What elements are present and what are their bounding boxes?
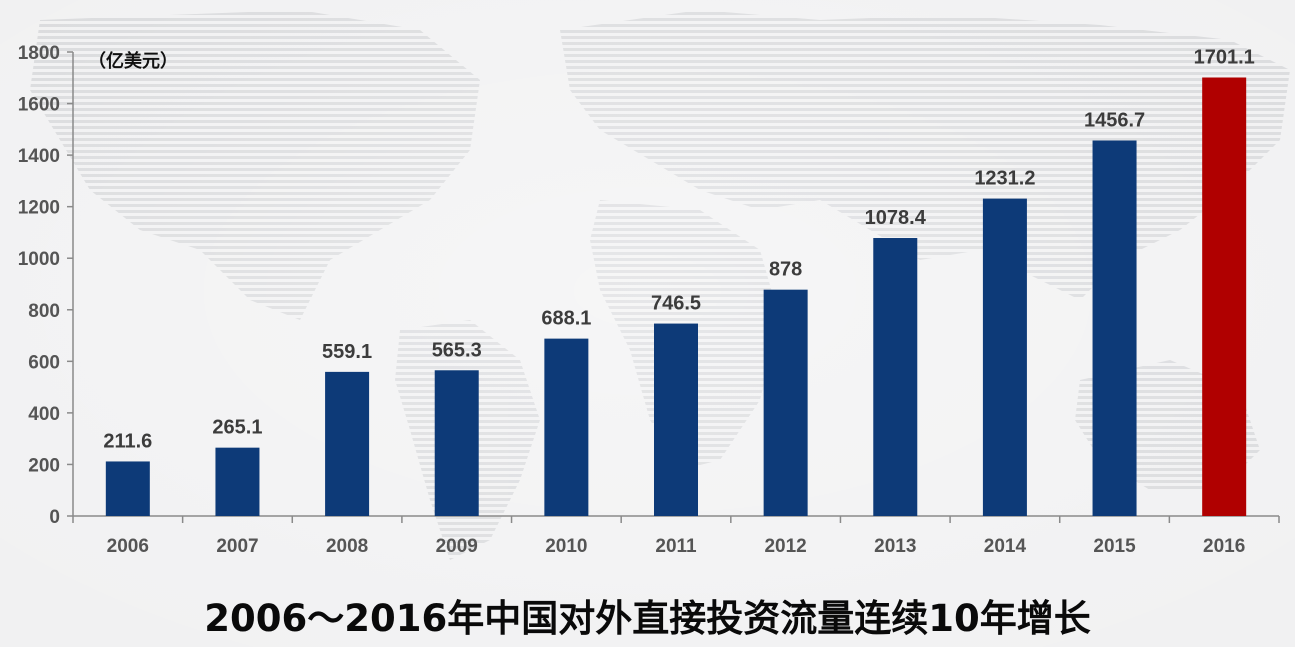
bar-2014 — [982, 198, 1027, 516]
data-label-2016: 1701.1 — [1194, 46, 1255, 68]
x-tick-label: 2009 — [436, 536, 478, 557]
unit-label: （亿美元） — [88, 50, 178, 72]
y-tick-label: 1800 — [18, 43, 60, 64]
data-label-2010: 688.1 — [541, 308, 591, 330]
bar-2006 — [105, 461, 150, 516]
x-tick-label: 2013 — [874, 536, 916, 557]
chart-title: 2006～2016年中国对外直接投资流量连续10年增长 — [204, 597, 1091, 640]
x-tick-label: 2015 — [1093, 536, 1136, 557]
bar-2009 — [434, 370, 479, 516]
x-tick-label: 2006 — [107, 536, 149, 557]
x-tick-label: 2012 — [764, 536, 806, 557]
y-tick-label: 600 — [28, 352, 60, 373]
data-label-2014: 1231.2 — [974, 168, 1035, 190]
data-label-2013: 1078.4 — [865, 207, 927, 229]
data-label-2008: 559.1 — [322, 341, 372, 363]
x-tick-label: 2008 — [326, 536, 368, 557]
y-axis: 0 200 400 600 800 1000 1200 1400 1600 1800 — [18, 43, 74, 528]
x-axis: 2006 2007 2008 2009 2010 2011 2012 2013 2014 2015… — [72, 515, 1280, 557]
bar-2007 — [215, 447, 260, 516]
y-tick-label: 1600 — [18, 95, 60, 116]
x-tick-label: 2011 — [655, 536, 697, 557]
bar-2008 — [325, 371, 370, 516]
y-tick-label: 400 — [28, 404, 60, 425]
y-tick-label: 0 — [49, 507, 60, 528]
y-tick-label: 1200 — [18, 198, 60, 219]
y-tick-label: 1000 — [18, 249, 60, 270]
x-tick-label: 2007 — [216, 536, 258, 557]
bar-2013 — [873, 238, 918, 516]
data-label-2012: 878 — [769, 259, 802, 281]
y-tick-label: 200 — [28, 455, 60, 476]
data-label-2009: 565.3 — [432, 339, 482, 361]
bar-2016 — [1202, 77, 1247, 516]
bar-2015 — [1092, 140, 1137, 516]
y-tick-label: 800 — [28, 301, 60, 322]
x-tick-label: 2016 — [1203, 536, 1245, 557]
data-label-2007: 265.1 — [212, 417, 262, 439]
data-label-2006: 211.6 — [103, 430, 152, 452]
y-tick-label: 1400 — [18, 146, 60, 167]
data-label-2011: 746.5 — [651, 293, 701, 315]
bars — [105, 77, 1247, 516]
data-labels: 211.6 265.1 559.1 565.3 688.1 746.5 878 1078.4 1… — [103, 46, 1254, 452]
bar-2010 — [544, 338, 589, 516]
bar-2011 — [654, 323, 698, 516]
x-tick-label: 2014 — [984, 536, 1027, 557]
x-tick-label: 2010 — [545, 536, 587, 557]
data-label-2015: 1456.7 — [1084, 109, 1145, 131]
bar-2012 — [763, 289, 808, 516]
